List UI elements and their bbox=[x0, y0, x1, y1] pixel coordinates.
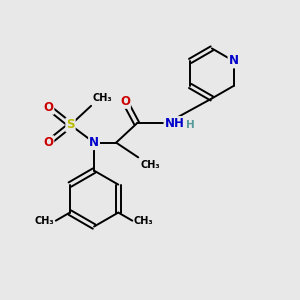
Text: O: O bbox=[44, 101, 53, 114]
Text: O: O bbox=[44, 136, 53, 149]
Text: N: N bbox=[89, 136, 99, 149]
Text: N: N bbox=[229, 54, 238, 68]
Text: NH: NH bbox=[164, 117, 184, 130]
Text: CH₃: CH₃ bbox=[141, 160, 160, 170]
Text: O: O bbox=[120, 95, 130, 108]
Text: CH₃: CH₃ bbox=[134, 216, 153, 226]
Text: CH₃: CH₃ bbox=[35, 216, 54, 226]
Text: H: H bbox=[186, 120, 195, 130]
Text: CH₃: CH₃ bbox=[93, 94, 112, 103]
Text: S: S bbox=[66, 118, 75, 131]
